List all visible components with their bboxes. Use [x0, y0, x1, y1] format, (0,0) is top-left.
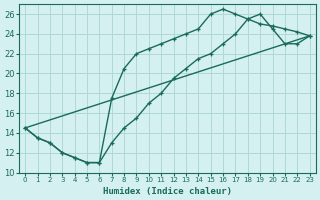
X-axis label: Humidex (Indice chaleur): Humidex (Indice chaleur) [103, 187, 232, 196]
